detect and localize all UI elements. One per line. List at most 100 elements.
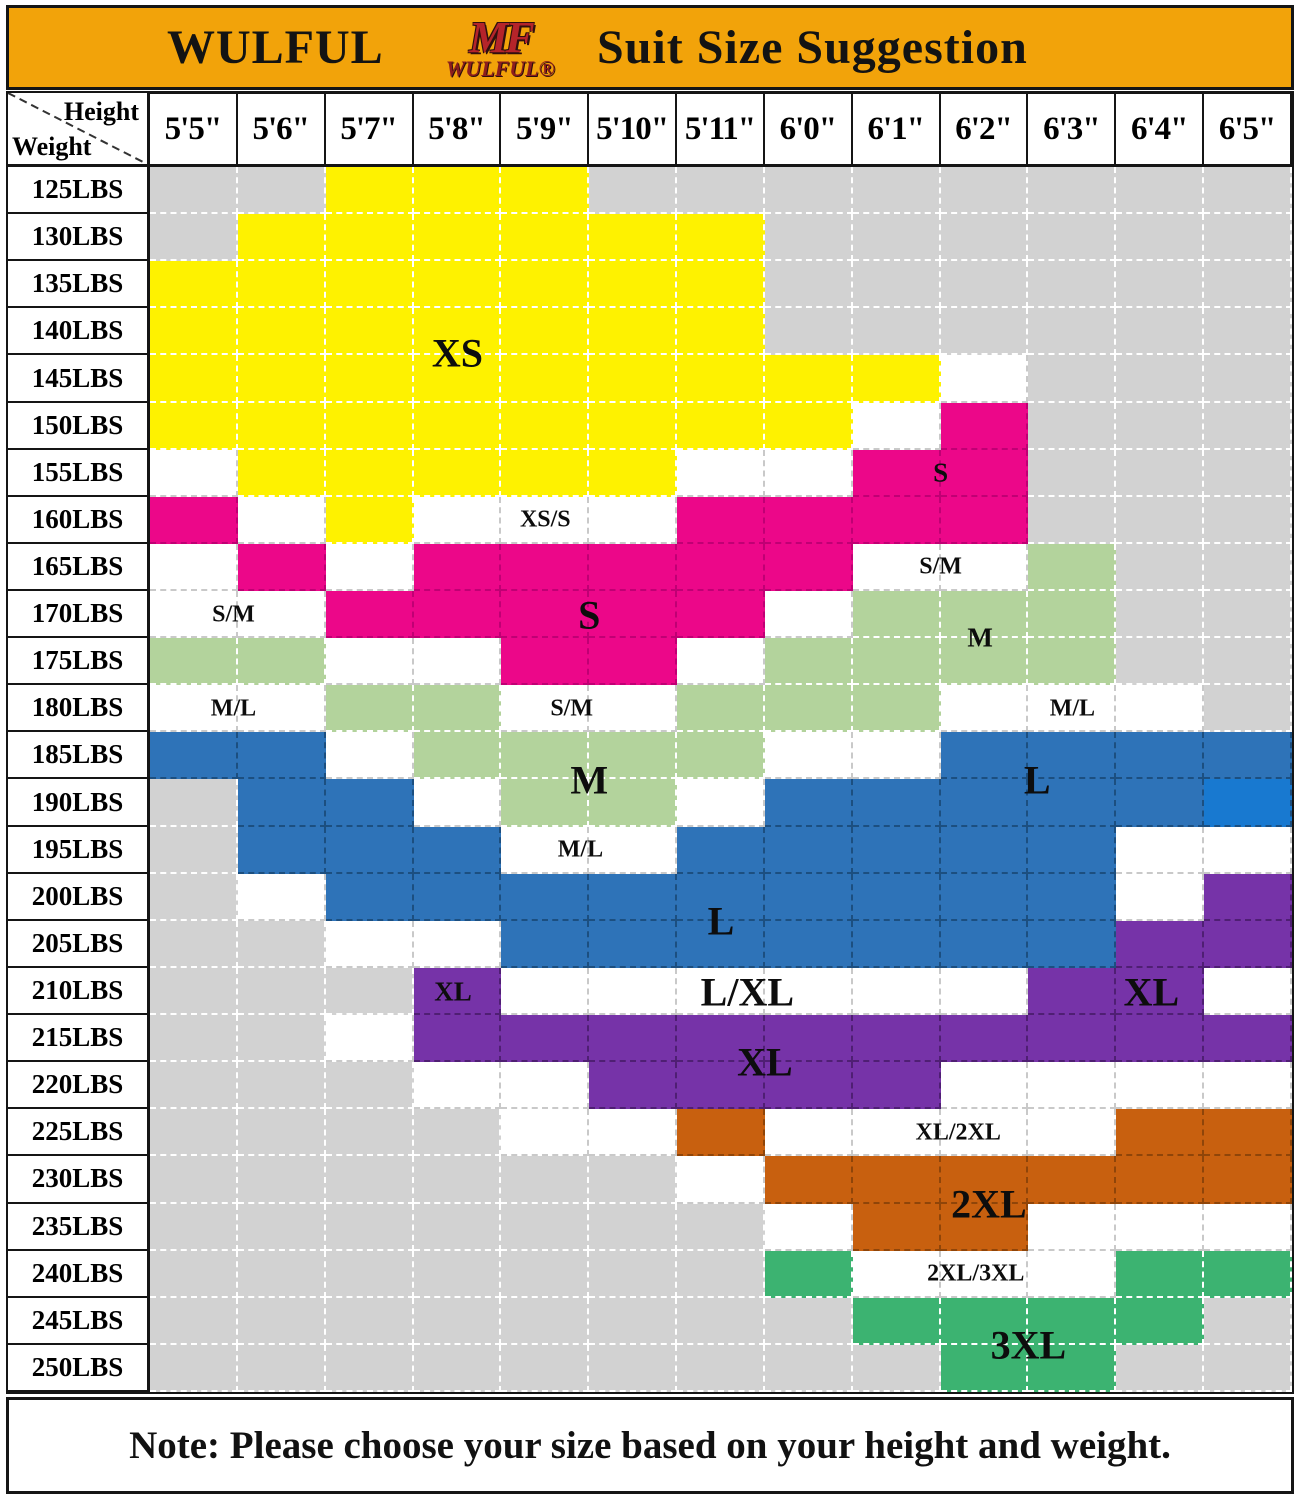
grid-cell <box>501 1062 590 1110</box>
grid-cell <box>1116 214 1205 262</box>
grid-cell <box>237 449 326 497</box>
grid-cell <box>1028 496 1117 544</box>
grid-cell <box>150 1062 238 1110</box>
page-title: Suit Size Suggestion <box>597 21 1028 74</box>
grid-cell <box>501 779 590 827</box>
grid-cell <box>852 355 941 403</box>
grid-cell <box>1116 685 1205 733</box>
grid-cell <box>1028 826 1117 874</box>
grid-cell <box>150 920 238 968</box>
grid-cell <box>150 543 238 592</box>
grid-cell <box>677 261 765 309</box>
grid-cell <box>413 967 502 1016</box>
row-header: 145LBS <box>8 355 150 403</box>
grid-cell <box>1116 967 1205 1016</box>
grid-cell <box>501 1109 590 1157</box>
grid-cell <box>1116 873 1205 921</box>
grid-cell <box>501 1297 590 1345</box>
grid-cell <box>1204 685 1292 733</box>
row-header: 235LBS <box>8 1203 150 1251</box>
row-header: 220LBS <box>8 1062 150 1110</box>
column-header: 6'3" <box>1028 93 1117 167</box>
column-header: 5'6" <box>237 93 326 167</box>
grid-cell <box>1116 779 1205 827</box>
grid-cell <box>764 449 853 497</box>
grid-cell <box>501 873 590 921</box>
grid-cell <box>589 167 678 215</box>
grid-cell <box>1204 214 1292 262</box>
grid-cell <box>1204 826 1292 874</box>
row-header: 205LBS <box>8 920 150 968</box>
grid-cell <box>764 1344 853 1392</box>
grid-cell <box>150 1156 238 1204</box>
grid-cell <box>237 732 326 780</box>
grid-cell <box>150 685 238 733</box>
grid-cell <box>677 214 765 262</box>
grid-cell <box>1116 1203 1205 1251</box>
grid-cell <box>852 1250 941 1298</box>
grid-cell <box>1116 732 1205 780</box>
grid-cell <box>764 167 853 215</box>
grid-cell <box>1204 920 1292 968</box>
grid-cell <box>413 1015 502 1063</box>
grid-cell <box>413 261 502 309</box>
grid-cell <box>1028 308 1117 356</box>
grid-cell <box>501 920 590 968</box>
grid-cell <box>1116 1250 1205 1298</box>
grid-cell <box>325 402 414 450</box>
grid-cell <box>1116 1062 1205 1110</box>
column-header: 5'7" <box>325 93 414 167</box>
grid-cell <box>677 732 765 780</box>
grid-cell <box>1028 1297 1117 1345</box>
grid-cell <box>325 214 414 262</box>
grid-cell <box>764 920 853 968</box>
grid-cell <box>501 1250 590 1298</box>
grid-cell <box>237 967 326 1016</box>
grid-cell <box>237 1203 326 1251</box>
grid-cell <box>764 732 853 780</box>
diagonal-divider <box>8 93 147 164</box>
grid-cell <box>325 685 414 733</box>
grid-cell <box>237 591 326 639</box>
column-header: 5'10" <box>589 93 678 167</box>
grid-cell <box>413 543 502 592</box>
grid-cell <box>940 1109 1029 1157</box>
grid-cell <box>325 1297 414 1345</box>
column-header: 5'9" <box>501 93 590 167</box>
note-text: Note: Please choose your size based on y… <box>129 1424 1171 1467</box>
grid-cell <box>940 826 1029 874</box>
grid-cell <box>413 1156 502 1204</box>
grid-cell <box>764 873 853 921</box>
grid-cell <box>237 496 326 544</box>
grid-cell <box>501 826 590 874</box>
grid-cell <box>501 214 590 262</box>
grid-cell <box>501 638 590 686</box>
grid-cell <box>413 638 502 686</box>
grid-cell <box>150 308 238 356</box>
grid-cell <box>677 449 765 497</box>
row-header: 170LBS <box>8 591 150 639</box>
grid-cell <box>677 1015 765 1063</box>
grid-cell <box>940 685 1029 733</box>
grid-cell <box>677 355 765 403</box>
grid-cell <box>150 967 238 1016</box>
grid-cell <box>325 355 414 403</box>
grid-cell <box>1028 1156 1117 1204</box>
grid-cell <box>852 1062 941 1110</box>
grid-cell <box>325 1109 414 1157</box>
grid-cell <box>589 496 678 544</box>
grid-cell <box>150 779 238 827</box>
grid-cell <box>764 1015 853 1063</box>
row-header: 175LBS <box>8 638 150 686</box>
grid-cell <box>589 543 678 592</box>
column-header: 6'4" <box>1116 93 1205 167</box>
grid-cell <box>589 1297 678 1345</box>
grid-cell <box>589 1203 678 1251</box>
grid-cell <box>1116 308 1205 356</box>
grid-cell <box>589 1156 678 1204</box>
row-header: 180LBS <box>8 685 150 733</box>
grid-cell <box>413 449 502 497</box>
grid-cell <box>764 591 853 639</box>
grid-cell <box>764 214 853 262</box>
grid-cell <box>501 732 590 780</box>
